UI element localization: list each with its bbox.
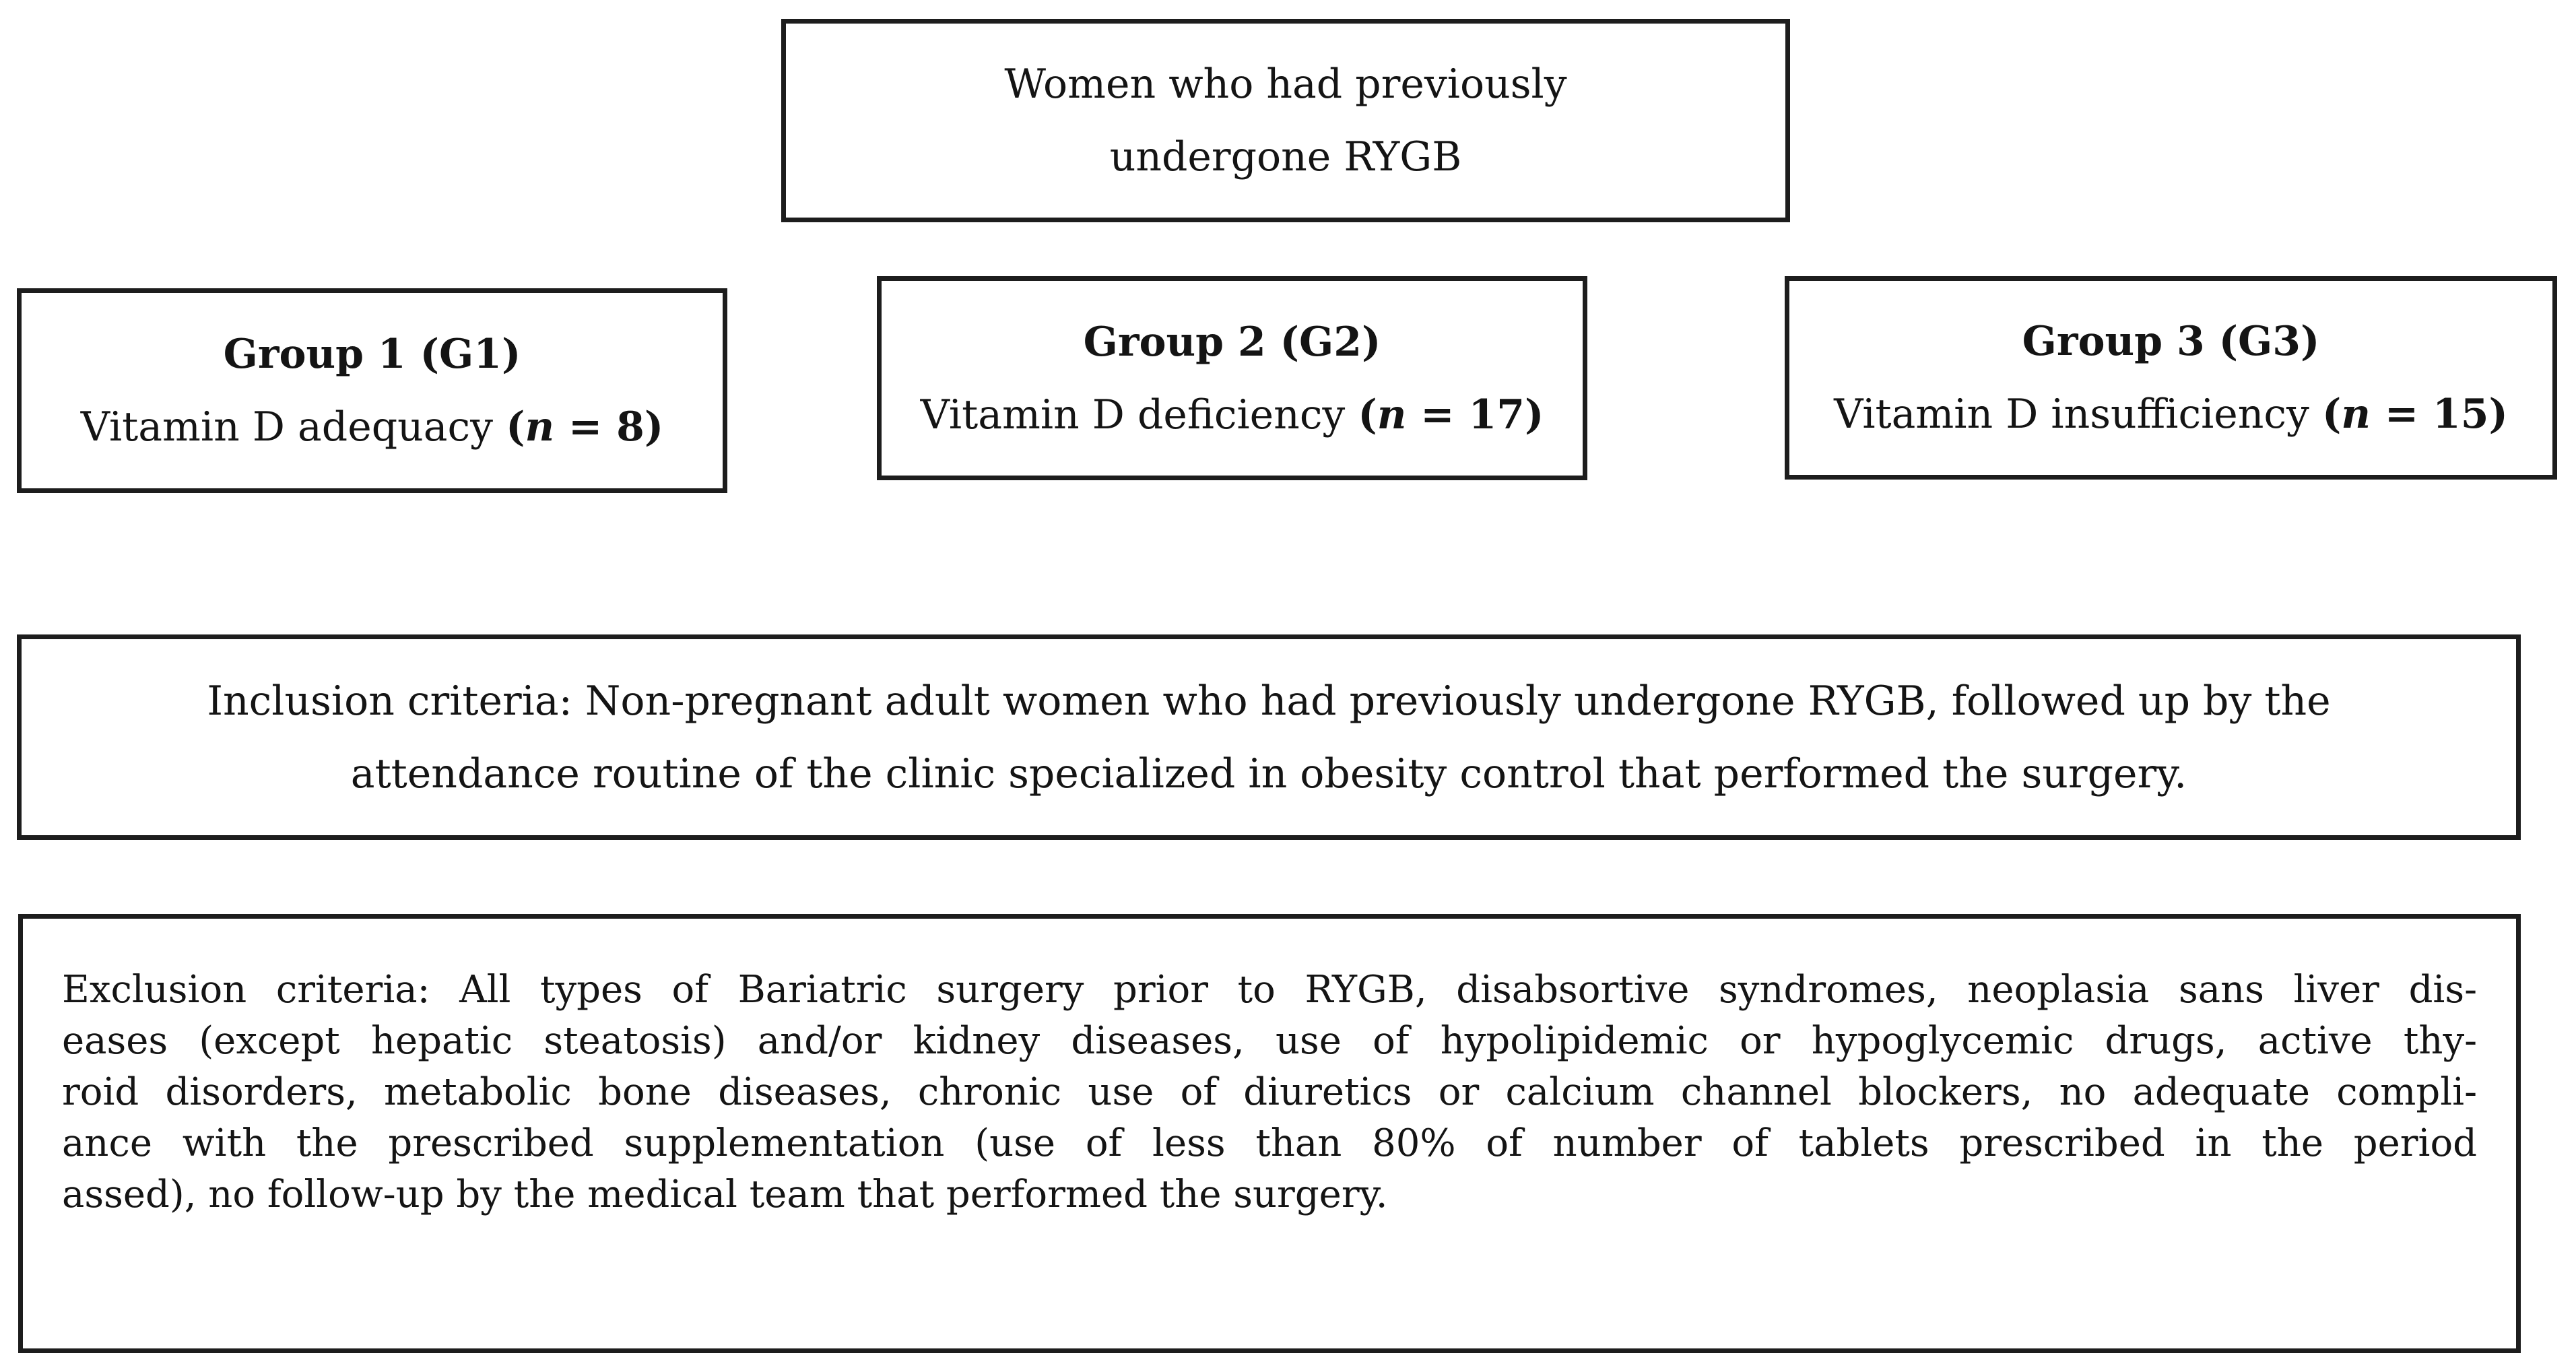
group3-title: Group 3 (G3) xyxy=(2022,318,2320,365)
group2-subtitle: Vitamin D deficiency (n = 17) xyxy=(921,379,1544,451)
group1-title: Group 1 (G1) xyxy=(223,331,521,378)
exclusion-line-5: assed), no follow-up by the medical team… xyxy=(62,1173,1388,1216)
exclusion-criteria-box: Exclusion criteria: All types of Bariatr… xyxy=(18,914,2521,1353)
population-box: Women who had previously undergone RYGB xyxy=(781,19,1790,222)
group2-n-symbol: n xyxy=(1377,391,1407,438)
inclusion-line-1: Inclusion criteria: Non-pregnant adult w… xyxy=(207,677,2331,725)
group3-n-symbol: n xyxy=(2341,391,2371,438)
inclusion-criteria-box: Inclusion criteria: Non-pregnant adult w… xyxy=(17,634,2521,840)
group2-n-open-paren: ( xyxy=(1358,391,1377,438)
group1-box: Group 1 (G1) Vitamin D adequacy (n = 8) xyxy=(17,288,727,493)
exclusion-line-4: ance with the prescribed supplementation… xyxy=(62,1121,2477,1165)
group3-box: Group 3 (G3) Vitamin D insufficiency (n … xyxy=(1785,276,2557,480)
group3-subtitle-text: Vitamin D insufficiency xyxy=(1834,391,2322,438)
group1-n-open-paren: ( xyxy=(506,403,525,451)
group1-subtitle-text: Vitamin D adequacy xyxy=(80,403,506,451)
group3-n-open-paren: ( xyxy=(2321,391,2342,438)
population-line-1: Women who had previously xyxy=(1004,61,1567,108)
group1-subtitle: Vitamin D adequacy (n = 8) xyxy=(81,391,664,463)
group2-n-value: = 17) xyxy=(1406,391,1544,438)
exclusion-line-3: roid disorders, metabolic bone diseases,… xyxy=(62,1070,2477,1114)
group2-box: Group 2 (G2) Vitamin D deficiency (n = 1… xyxy=(877,276,1587,480)
group2-title: Group 2 (G2) xyxy=(1083,318,1381,366)
population-line-2: undergone RYGB xyxy=(1109,133,1462,181)
exclusion-line-2: eases (except hepatic steatosis) and/or … xyxy=(62,1019,2477,1063)
group1-n-symbol: n xyxy=(525,403,555,451)
group1-n-value: = 8) xyxy=(554,403,664,451)
group3-n-value: = 15) xyxy=(2371,391,2508,438)
inclusion-line-2: attendance routine of the clinic special… xyxy=(350,750,2187,797)
group3-subtitle: Vitamin D insufficiency (n = 15) xyxy=(1834,378,2508,451)
exclusion-line-1: Exclusion criteria: All types of Bariatr… xyxy=(62,968,2477,1012)
group2-subtitle-text: Vitamin D deficiency xyxy=(920,391,1358,438)
